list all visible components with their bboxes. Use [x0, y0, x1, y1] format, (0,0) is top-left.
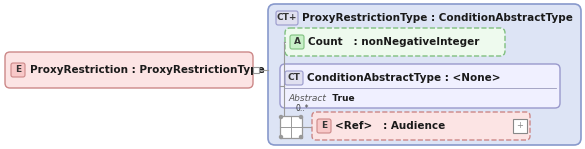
FancyBboxPatch shape: [285, 28, 505, 56]
Bar: [253, 67, 259, 73]
FancyBboxPatch shape: [276, 11, 298, 25]
Bar: [513, 119, 527, 133]
Text: True: True: [326, 94, 355, 103]
FancyBboxPatch shape: [268, 4, 581, 145]
FancyBboxPatch shape: [11, 63, 25, 77]
Text: ConditionAbstractType : <None>: ConditionAbstractType : <None>: [307, 73, 501, 83]
Bar: [280, 116, 302, 138]
Text: A: A: [294, 38, 301, 46]
Text: Count   : nonNegativeInteger: Count : nonNegativeInteger: [308, 37, 479, 47]
Text: Abstract: Abstract: [288, 94, 326, 103]
Circle shape: [280, 115, 283, 118]
Text: 0..*: 0..*: [295, 104, 308, 113]
FancyBboxPatch shape: [285, 71, 303, 85]
Circle shape: [300, 135, 302, 139]
Text: CT+: CT+: [277, 14, 297, 22]
FancyBboxPatch shape: [5, 52, 253, 88]
Text: CT: CT: [288, 73, 301, 83]
FancyBboxPatch shape: [312, 112, 530, 140]
FancyBboxPatch shape: [317, 119, 331, 133]
FancyBboxPatch shape: [290, 35, 304, 49]
Text: +: +: [517, 121, 524, 131]
Circle shape: [300, 115, 302, 118]
Text: E: E: [321, 121, 327, 131]
Text: ProxyRestrictionType : ConditionAbstractType: ProxyRestrictionType : ConditionAbstract…: [302, 13, 573, 23]
Text: E: E: [15, 66, 21, 74]
Text: <Ref>   : Audience: <Ref> : Audience: [335, 121, 445, 131]
Text: ProxyRestriction : ProxyRestrictionType: ProxyRestriction : ProxyRestrictionType: [30, 65, 265, 75]
Circle shape: [280, 135, 283, 139]
FancyBboxPatch shape: [280, 64, 560, 108]
